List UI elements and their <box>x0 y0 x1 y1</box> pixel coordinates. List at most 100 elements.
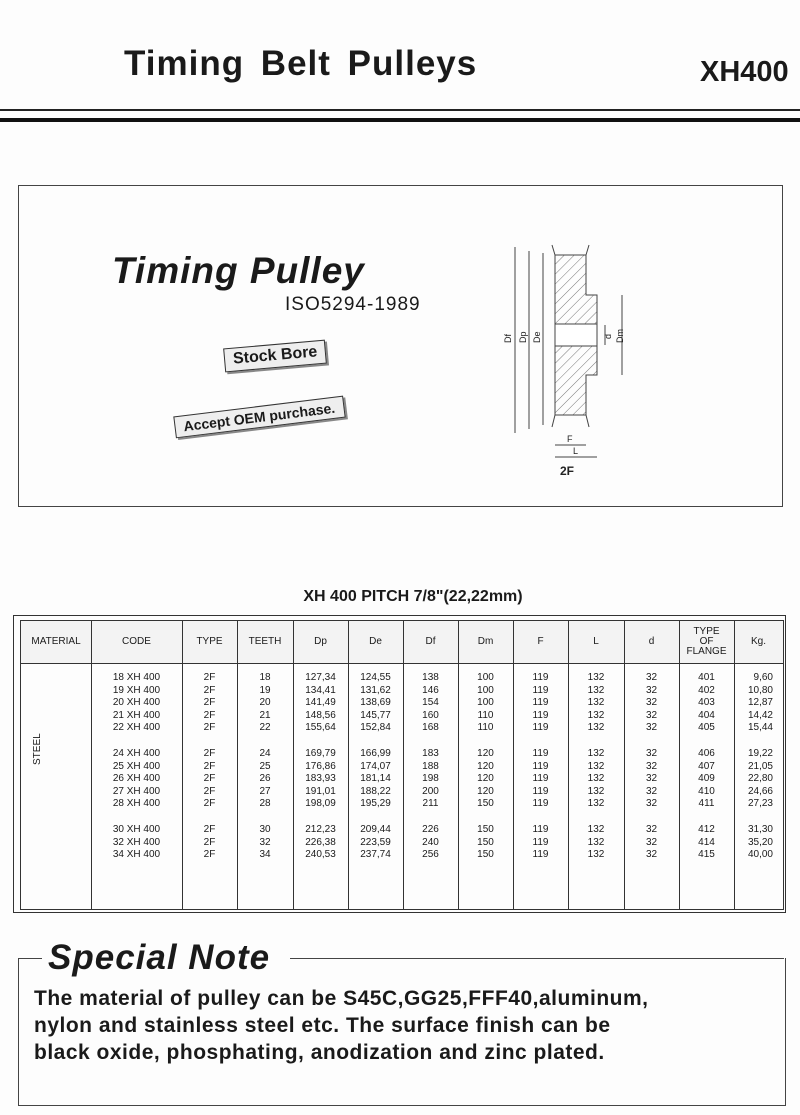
note-line <box>18 958 42 959</box>
cell-f: 119 <box>532 824 549 835</box>
column-divider <box>182 621 183 909</box>
cell-type: 2F <box>203 709 216 721</box>
cell-code: 19 XH 400 <box>112 684 161 696</box>
diagram-label: 2F <box>560 464 574 478</box>
cell-df: 240 <box>422 836 439 848</box>
cell-df: 256 <box>422 849 439 861</box>
note-body: The material of pulley can be S45C,GG25,… <box>34 985 784 1066</box>
cell-code: 25 XH 400 <box>112 760 161 772</box>
cell-l: 132 <box>587 709 605 721</box>
cell-dp: 134,41 <box>305 684 336 696</box>
cell-flange: 409 <box>698 773 715 785</box>
header-l: L <box>593 636 599 647</box>
header-type: TYPE <box>196 636 223 647</box>
cell-d: 32 <box>645 684 658 696</box>
cell-teeth: 30 <box>259 824 271 835</box>
cell-flange: 415 <box>698 849 715 861</box>
cell-l: 132 <box>587 785 605 797</box>
note-line-1: The material of pulley can be S45C,GG25,… <box>34 987 649 1010</box>
cell-teeth: 26 <box>259 773 271 785</box>
cell-type: 2F <box>203 798 216 810</box>
cell-kg: 14,42 <box>747 709 773 721</box>
cell-d: 32 <box>645 748 658 759</box>
cell-teeth: 32 <box>259 836 271 848</box>
cell-df: 198 <box>422 773 439 785</box>
cell-dm: 120 <box>477 760 494 772</box>
cell-f: 119 <box>532 836 549 848</box>
cell-d: 32 <box>645 798 658 810</box>
cell-l: 132 <box>587 748 605 759</box>
cell-d: 32 <box>645 824 658 835</box>
dim-d: d <box>603 334 613 339</box>
cell-df: 211 <box>422 798 439 810</box>
cell-l: 132 <box>587 760 605 772</box>
table-title: XH 400 PITCH 7/8"(22,22mm) <box>303 588 523 605</box>
header-f: F <box>537 636 544 647</box>
header-dp: Dp <box>314 636 327 647</box>
column-divider <box>624 621 625 909</box>
note-line <box>290 958 784 959</box>
cell-code: 27 XH 400 <box>112 785 161 797</box>
cell-dp: 226,38 <box>305 836 336 848</box>
header-d: d <box>648 636 655 647</box>
cell-kg: 10,80 <box>747 684 773 696</box>
cell-df: 183 <box>422 748 439 759</box>
cell-dp: 155,64 <box>305 722 336 734</box>
cell-dp: 183,93 <box>305 773 336 785</box>
cell-f: 119 <box>532 798 549 810</box>
cell-dp: 176,86 <box>305 760 336 772</box>
cell-dp: 141,49 <box>305 697 336 709</box>
dim-l: L <box>573 446 578 456</box>
column-divider <box>348 621 349 909</box>
cell-df: 154 <box>422 697 439 709</box>
cell-type: 2F <box>203 773 216 785</box>
dim-dm: Dm <box>615 329 625 343</box>
column-divider <box>568 621 569 909</box>
cell-teeth: 34 <box>259 849 271 861</box>
page-title: Timing Belt Pulleys <box>124 44 478 83</box>
dim-f: F <box>567 434 573 444</box>
cell-l: 132 <box>587 836 605 848</box>
cell-teeth: 18 <box>259 672 271 683</box>
cell-kg: 22,80 <box>747 773 773 785</box>
column-divider <box>679 621 680 909</box>
header-kg: Kg. <box>750 636 766 647</box>
cell-f: 119 <box>532 849 549 861</box>
cell-de: 188,22 <box>360 785 391 797</box>
cell-flange: 412 <box>698 824 715 835</box>
header-df: Df <box>425 636 436 647</box>
cell-de: 174,07 <box>360 760 391 772</box>
cell-de: 237,74 <box>360 849 391 861</box>
cell-flange: 401 <box>698 672 715 683</box>
cell-teeth: 27 <box>259 785 271 797</box>
cell-code: 20 XH 400 <box>112 697 161 709</box>
cell-dp: 198,09 <box>305 798 336 810</box>
cell-dm: 110 <box>477 722 494 734</box>
cell-dp: 240,53 <box>305 849 336 861</box>
cell-kg: 9,60 <box>753 672 773 683</box>
cell-teeth: 21 <box>259 709 271 721</box>
cell-kg: 15,44 <box>747 722 773 734</box>
cell-dp: 127,34 <box>305 672 336 683</box>
cell-teeth: 28 <box>259 798 271 810</box>
cell-d: 32 <box>645 836 658 848</box>
cell-de: 131,62 <box>360 684 391 696</box>
cell-dm: 150 <box>477 798 494 810</box>
cell-de: 124,55 <box>360 672 391 683</box>
cell-dm: 100 <box>477 672 494 683</box>
cell-f: 119 <box>532 760 549 772</box>
cell-kg: 19,22 <box>747 748 773 759</box>
cell-f: 119 <box>532 709 549 721</box>
cell-code: 26 XH 400 <box>112 773 161 785</box>
cell-flange: 414 <box>698 836 715 848</box>
cell-flange: 405 <box>698 722 715 734</box>
cell-type: 2F <box>203 722 216 734</box>
cell-de: 181,14 <box>360 773 391 785</box>
cell-flange: 410 <box>698 785 715 797</box>
cell-teeth: 22 <box>259 722 271 734</box>
cell-kg: 24,66 <box>747 785 773 797</box>
column-divider <box>293 621 294 909</box>
cell-de: 145,77 <box>360 709 391 721</box>
cell-teeth: 25 <box>259 760 271 772</box>
